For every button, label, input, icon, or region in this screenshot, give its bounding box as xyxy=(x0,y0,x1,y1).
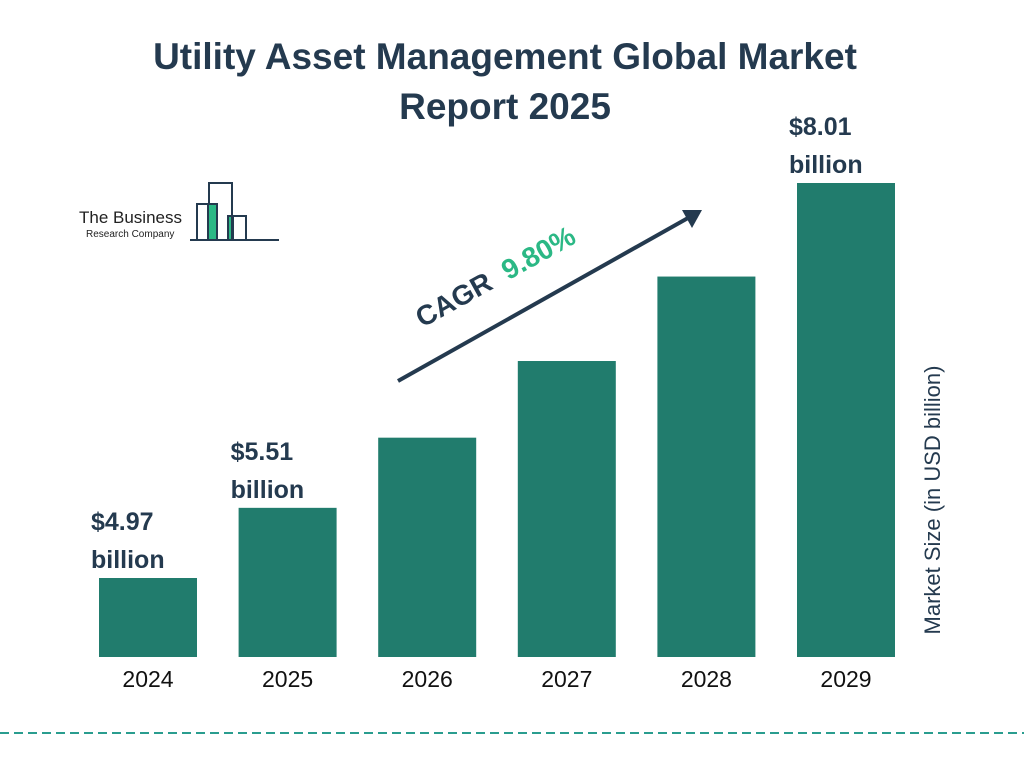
cagr-annotation: CAGR 9.80% xyxy=(397,210,702,383)
logo-text-1: The Business xyxy=(79,208,182,227)
data-label: billion xyxy=(91,546,165,574)
x-tick-label: 2025 xyxy=(262,666,313,692)
cagr-value: 9.80% xyxy=(496,220,581,286)
logo-text-2: Research Company xyxy=(86,229,174,240)
svg-text:CAGR 9.80%: CAGR 9.80% xyxy=(410,220,580,333)
x-tick-label: 2026 xyxy=(402,666,453,692)
cagr-label: CAGR xyxy=(410,266,497,333)
chart-title: Utility Asset Management Global Market R… xyxy=(153,36,857,127)
data-label: billion xyxy=(789,151,863,179)
x-tick-label: 2024 xyxy=(122,666,173,692)
y-axis-label: Market Size (in USD billion) xyxy=(920,366,945,635)
data-label: $8.01 xyxy=(789,113,852,141)
bar-2029 xyxy=(797,183,895,657)
x-tick-label: 2027 xyxy=(541,666,592,692)
data-label: billion xyxy=(231,476,305,504)
bar-2024 xyxy=(99,578,197,657)
bar-2026 xyxy=(378,437,477,657)
arrow-head-icon xyxy=(682,210,702,228)
x-tick-label: 2028 xyxy=(681,666,732,692)
bar-2027 xyxy=(517,361,616,657)
data-label: $5.51 xyxy=(231,438,294,466)
bar-2025 xyxy=(238,507,337,657)
bar-2028 xyxy=(657,276,756,657)
x-tick-label: 2029 xyxy=(820,666,871,692)
logo: The Business Research Company xyxy=(79,182,279,241)
data-label: $4.97 xyxy=(91,508,154,536)
